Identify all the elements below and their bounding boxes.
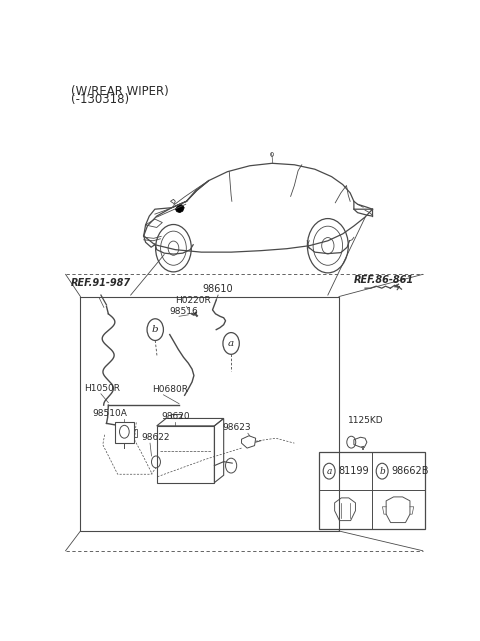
Text: b: b — [379, 467, 385, 476]
Text: H0220R: H0220R — [175, 296, 211, 306]
Text: b: b — [152, 325, 158, 334]
Text: H1050R: H1050R — [84, 384, 120, 393]
Text: 81199: 81199 — [339, 466, 370, 476]
Polygon shape — [175, 204, 184, 213]
Bar — [319, 452, 424, 529]
Text: REF.86-861: REF.86-861 — [354, 275, 414, 285]
Text: REF.91-987: REF.91-987 — [71, 278, 132, 288]
Text: 98622: 98622 — [141, 433, 169, 442]
Text: 98623: 98623 — [222, 423, 251, 432]
Text: 98516: 98516 — [170, 307, 199, 316]
Text: 1125KD: 1125KD — [348, 416, 384, 425]
Text: 98662B: 98662B — [392, 466, 429, 476]
Text: H0680R: H0680R — [152, 385, 188, 394]
Text: 98610: 98610 — [203, 284, 233, 294]
Text: 98510A: 98510A — [93, 410, 128, 419]
Text: a: a — [228, 339, 234, 348]
Text: 98620: 98620 — [161, 412, 190, 421]
Bar — [133, 429, 137, 437]
Bar — [156, 426, 215, 483]
Text: a: a — [326, 467, 332, 476]
Bar — [115, 422, 133, 443]
Text: (-130318): (-130318) — [71, 93, 129, 106]
Text: (W/REAR WIPER): (W/REAR WIPER) — [71, 85, 169, 97]
